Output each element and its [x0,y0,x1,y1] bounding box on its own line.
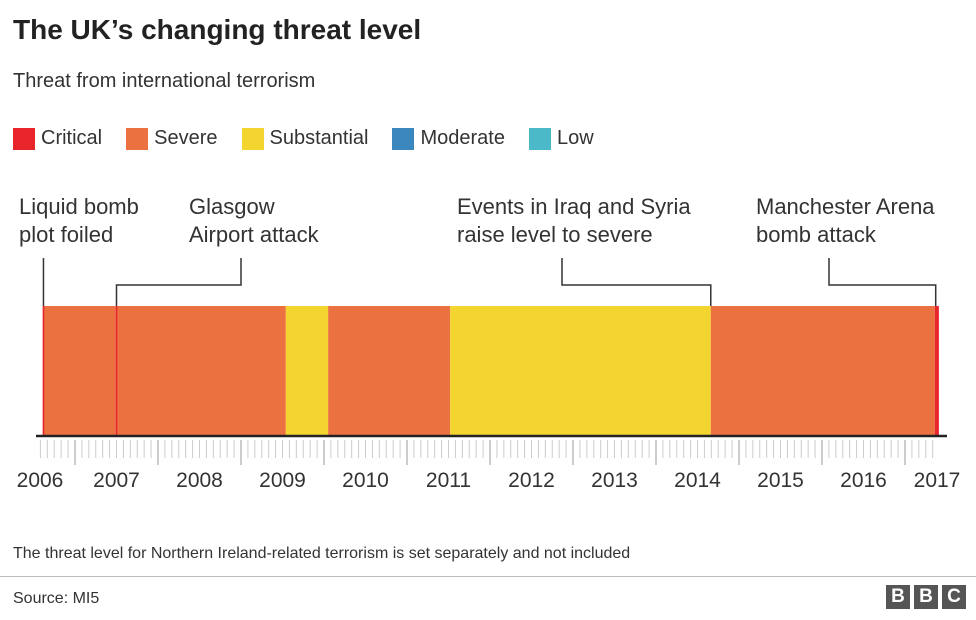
annotation-label: Glasgow [189,194,275,219]
annotation-label: Events in Iraq and Syria [457,194,691,219]
annotation-leader [115,258,242,306]
x-tick-label: 2017 [914,469,961,492]
annotation-label: plot foiled [19,222,113,247]
legend-label: Severe [154,127,218,149]
legend-swatch [528,127,551,150]
legend: Critical Severe Substantial Moderate Low [13,127,618,150]
annotation-leader [828,258,937,306]
x-tick-label: 2010 [342,469,389,492]
x-tick-label: 2008 [176,469,223,492]
legend-label: Substantial [269,127,369,149]
x-tick-label: 2016 [840,469,887,492]
annotation-label: Liquid bomb [19,194,139,219]
source: Source: MI5 [13,590,100,607]
segment-severe [328,306,451,436]
legend-item-critical: Critical [13,127,102,150]
x-tick-label: 2006 [17,469,64,492]
legend-label: Critical [41,127,103,149]
legend-swatch [392,127,415,150]
segment-substantial [285,306,329,436]
annotation-leader [561,258,712,306]
segment-severe [710,306,935,436]
logo-block: B [914,585,938,609]
legend-swatch [241,127,264,150]
logo-block: B [886,585,910,609]
logo-block: C [942,585,966,609]
chart-subtitle: Threat from international terrorism [13,70,316,92]
x-tick-label: 2007 [93,469,140,492]
segment-substantial [450,306,711,436]
annotation-label: Manchester Arena [756,194,935,219]
x-tick-label: 2011 [426,469,471,492]
annotation-label: bomb attack [756,222,877,247]
annotation-label: raise level to severe [457,222,653,247]
legend-label: Low [556,127,594,149]
x-tick-label: 2009 [259,469,306,492]
divider [0,576,976,577]
segment-critical [934,306,939,436]
legend-item-moderate: Moderate [392,127,505,150]
segment-severe [117,306,286,436]
legend-label: Moderate [420,127,505,149]
legend-item-low: Low [528,127,594,150]
x-tick-label: 2013 [591,469,638,492]
x-tick-label: 2015 [757,469,804,492]
bbc-logo: B B C [886,585,966,609]
legend-item-substantial: Substantial [241,127,369,150]
x-tick-label: 2012 [508,469,555,492]
annotation-label: Airport attack [189,222,320,247]
x-tick-label: 2014 [674,469,721,492]
chart-title: The UK’s changing threat level [13,14,422,45]
legend-swatch [13,127,35,150]
legend-item-severe: Severe [126,127,218,150]
segment-severe [44,306,116,436]
footnote: The threat level for Northern Ireland-re… [13,545,631,562]
legend-swatch [126,127,149,150]
